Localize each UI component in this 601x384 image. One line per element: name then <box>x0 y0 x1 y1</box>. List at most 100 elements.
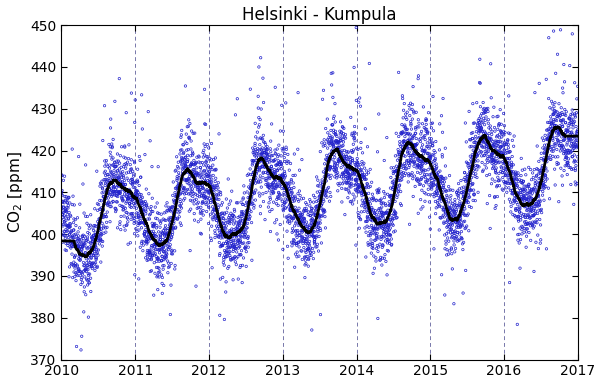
Point <box>210 228 220 234</box>
Point <box>535 207 545 214</box>
Point <box>198 199 207 205</box>
Point <box>452 233 462 240</box>
Point <box>183 147 193 153</box>
Point <box>311 204 321 210</box>
Point <box>504 93 514 99</box>
Point <box>330 101 340 107</box>
Point <box>175 196 185 202</box>
Point <box>545 138 554 144</box>
Point <box>377 234 387 240</box>
Point <box>345 166 355 172</box>
Point <box>239 212 248 218</box>
Point <box>434 202 444 208</box>
Point <box>109 168 119 174</box>
Point <box>72 242 82 248</box>
Point <box>275 183 285 189</box>
Point <box>58 222 68 228</box>
Point <box>168 204 178 210</box>
Point <box>436 180 445 187</box>
Point <box>358 197 367 203</box>
Point <box>123 197 132 203</box>
Point <box>299 245 309 251</box>
Point <box>396 162 406 168</box>
Point <box>548 137 558 143</box>
Point <box>365 166 375 172</box>
Point <box>203 174 212 180</box>
Point <box>224 263 234 270</box>
Point <box>310 218 320 224</box>
Point <box>183 123 193 129</box>
Point <box>352 156 362 162</box>
Point <box>444 207 453 213</box>
Point <box>404 136 414 142</box>
Point <box>477 125 486 131</box>
Point <box>531 210 540 217</box>
Point <box>459 239 468 245</box>
Point <box>551 117 560 123</box>
Point <box>430 173 439 179</box>
Point <box>263 180 273 186</box>
Point <box>161 209 171 215</box>
Point <box>181 163 191 169</box>
Point <box>94 232 103 238</box>
Point <box>170 248 180 254</box>
Point <box>156 234 165 240</box>
Point <box>251 157 261 164</box>
Point <box>124 189 134 195</box>
Point <box>554 112 563 118</box>
Point <box>261 155 271 161</box>
Point <box>457 185 466 191</box>
Point <box>175 181 185 187</box>
Point <box>440 292 450 298</box>
Point <box>312 212 322 218</box>
Point <box>454 190 463 196</box>
Point <box>210 167 219 173</box>
Point <box>341 157 350 163</box>
Point <box>323 145 332 151</box>
Point <box>434 180 444 186</box>
Point <box>314 214 324 220</box>
Point <box>307 220 316 226</box>
Point <box>359 187 368 193</box>
Point <box>299 208 308 214</box>
Point <box>355 216 365 222</box>
Point <box>555 112 565 118</box>
Point <box>252 129 262 135</box>
Point <box>67 243 76 249</box>
Point <box>520 219 529 225</box>
Point <box>573 154 582 160</box>
Point <box>168 192 177 199</box>
Point <box>154 269 163 275</box>
Point <box>377 209 386 215</box>
Point <box>95 206 105 212</box>
Point <box>180 139 190 145</box>
Point <box>144 231 154 237</box>
Point <box>199 193 209 199</box>
Point <box>292 208 302 214</box>
Point <box>468 180 478 187</box>
Point <box>66 240 76 246</box>
Point <box>520 187 530 193</box>
Point <box>356 145 365 151</box>
Point <box>532 210 542 217</box>
Point <box>295 214 305 220</box>
Point <box>517 196 526 202</box>
Point <box>346 158 356 164</box>
Point <box>105 174 114 180</box>
Point <box>69 269 79 275</box>
Point <box>135 182 144 189</box>
Point <box>181 154 191 160</box>
Point <box>528 222 537 228</box>
Point <box>183 167 193 173</box>
Point <box>192 170 202 176</box>
Point <box>219 225 228 232</box>
Point <box>467 159 477 166</box>
Point <box>529 201 538 207</box>
Point <box>473 158 483 164</box>
Point <box>333 150 343 156</box>
Point <box>337 171 347 177</box>
Point <box>230 218 240 224</box>
Point <box>191 180 200 186</box>
Point <box>513 183 522 189</box>
Point <box>559 137 569 143</box>
